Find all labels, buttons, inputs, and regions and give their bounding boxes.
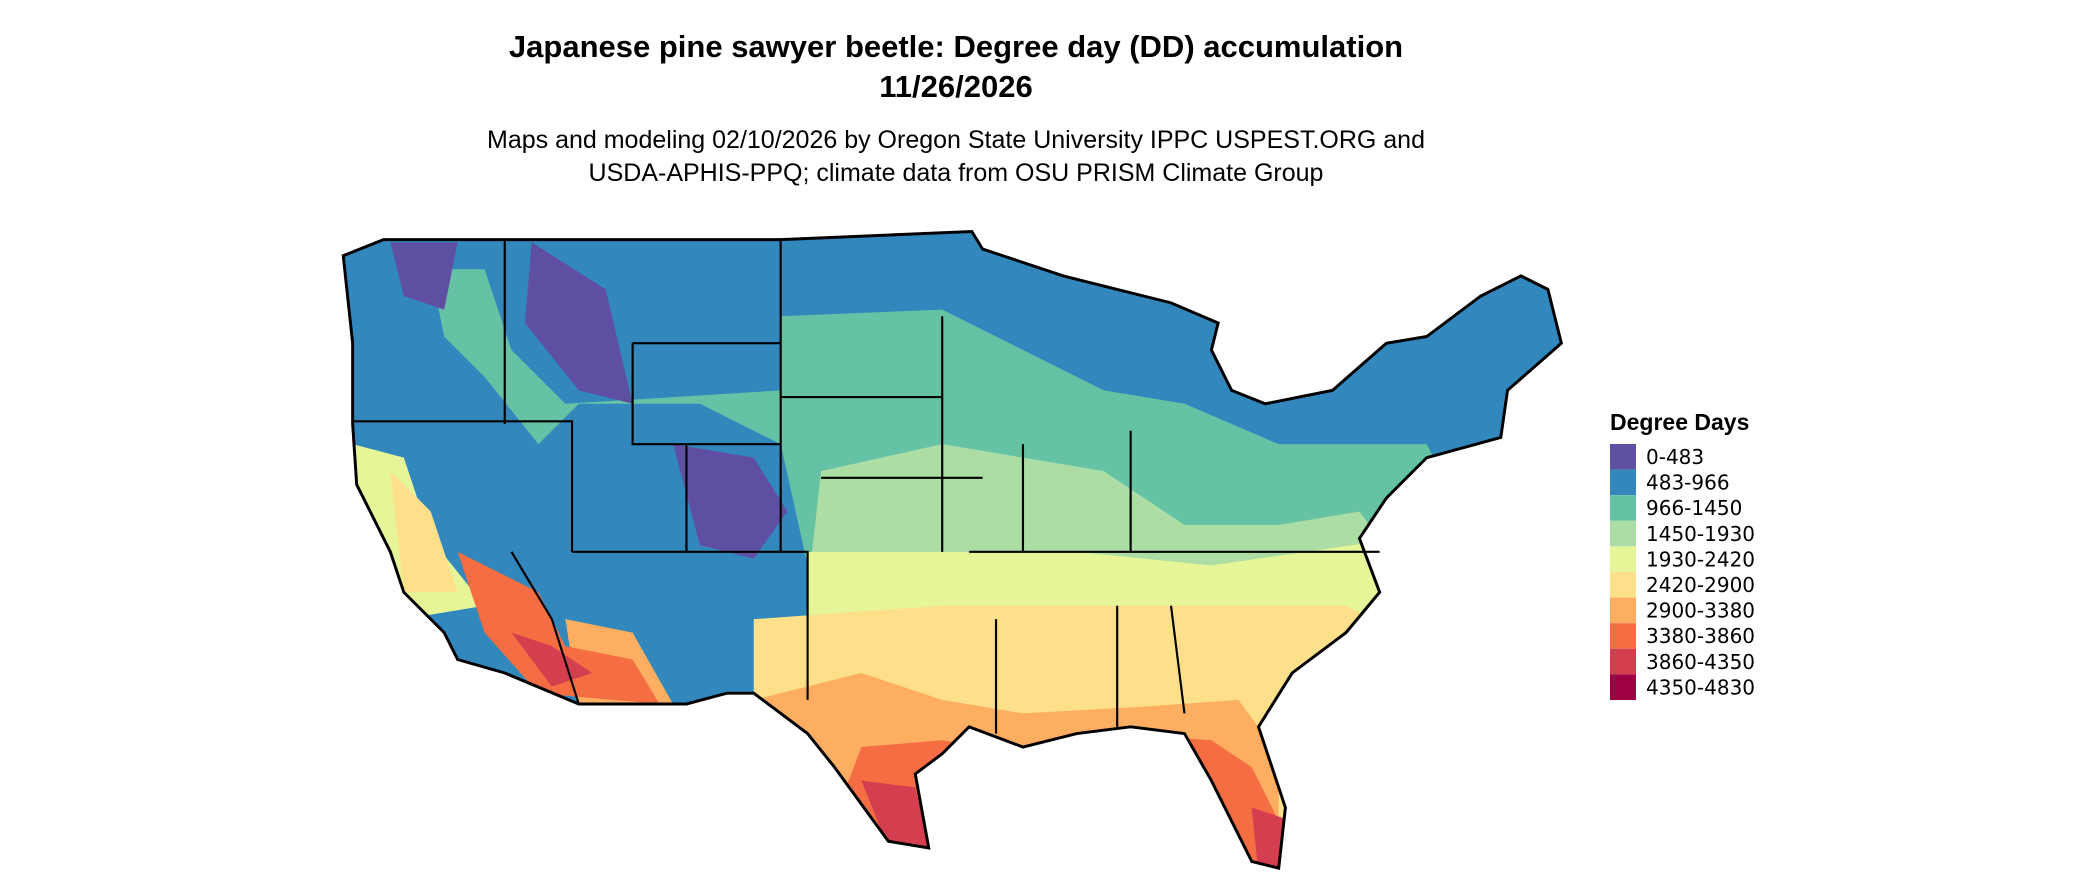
map-fill	[343, 231, 1562, 869]
legend-swatch	[1610, 648, 1636, 675]
title: Japanese pine sawyer beetle: Degree day …	[509, 29, 1403, 64]
legend-label: 2900-3380	[1646, 599, 1755, 623]
state-borders	[352, 239, 1380, 734]
legend-swatch	[1610, 520, 1636, 547]
legend-swatch	[1610, 444, 1636, 470]
legend-swatch	[1610, 495, 1636, 521]
legend-label: 3860-4350	[1646, 650, 1755, 674]
legend-label: 4350-4830	[1646, 675, 1755, 699]
degree-day-map	[341, 230, 1563, 870]
map-region	[390, 242, 788, 559]
legend-label: 0-483	[1646, 445, 1704, 469]
legend-swatch	[1610, 623, 1636, 649]
map-region	[352, 444, 1400, 647]
subtitle: Maps and modeling 02/10/2026 by Oregon S…	[487, 126, 1425, 154]
legend-swatch	[1610, 597, 1636, 624]
legend-swatch	[1610, 572, 1636, 598]
legend-swatch	[1610, 546, 1636, 572]
map-region	[511, 632, 1293, 869]
legend: 0-483483-966966-14501450-19301930-242024…	[1610, 444, 1755, 700]
legend-label: 966-1450	[1646, 496, 1742, 520]
legend-label: 1930-2420	[1646, 547, 1755, 571]
legend-label: 3380-3860	[1646, 624, 1755, 648]
legend-title: Degree Days	[1610, 409, 1749, 435]
legend-swatch	[1610, 674, 1636, 700]
title-date: 11/26/2026	[879, 69, 1032, 104]
legend-label: 483-966	[1646, 471, 1730, 495]
subtitle: USDA-APHIS-PPQ; climate data from OSU PR…	[589, 159, 1324, 187]
legend-label: 1450-1930	[1646, 522, 1755, 546]
legend-swatch	[1610, 469, 1636, 496]
legend-label: 2420-2900	[1646, 573, 1755, 597]
